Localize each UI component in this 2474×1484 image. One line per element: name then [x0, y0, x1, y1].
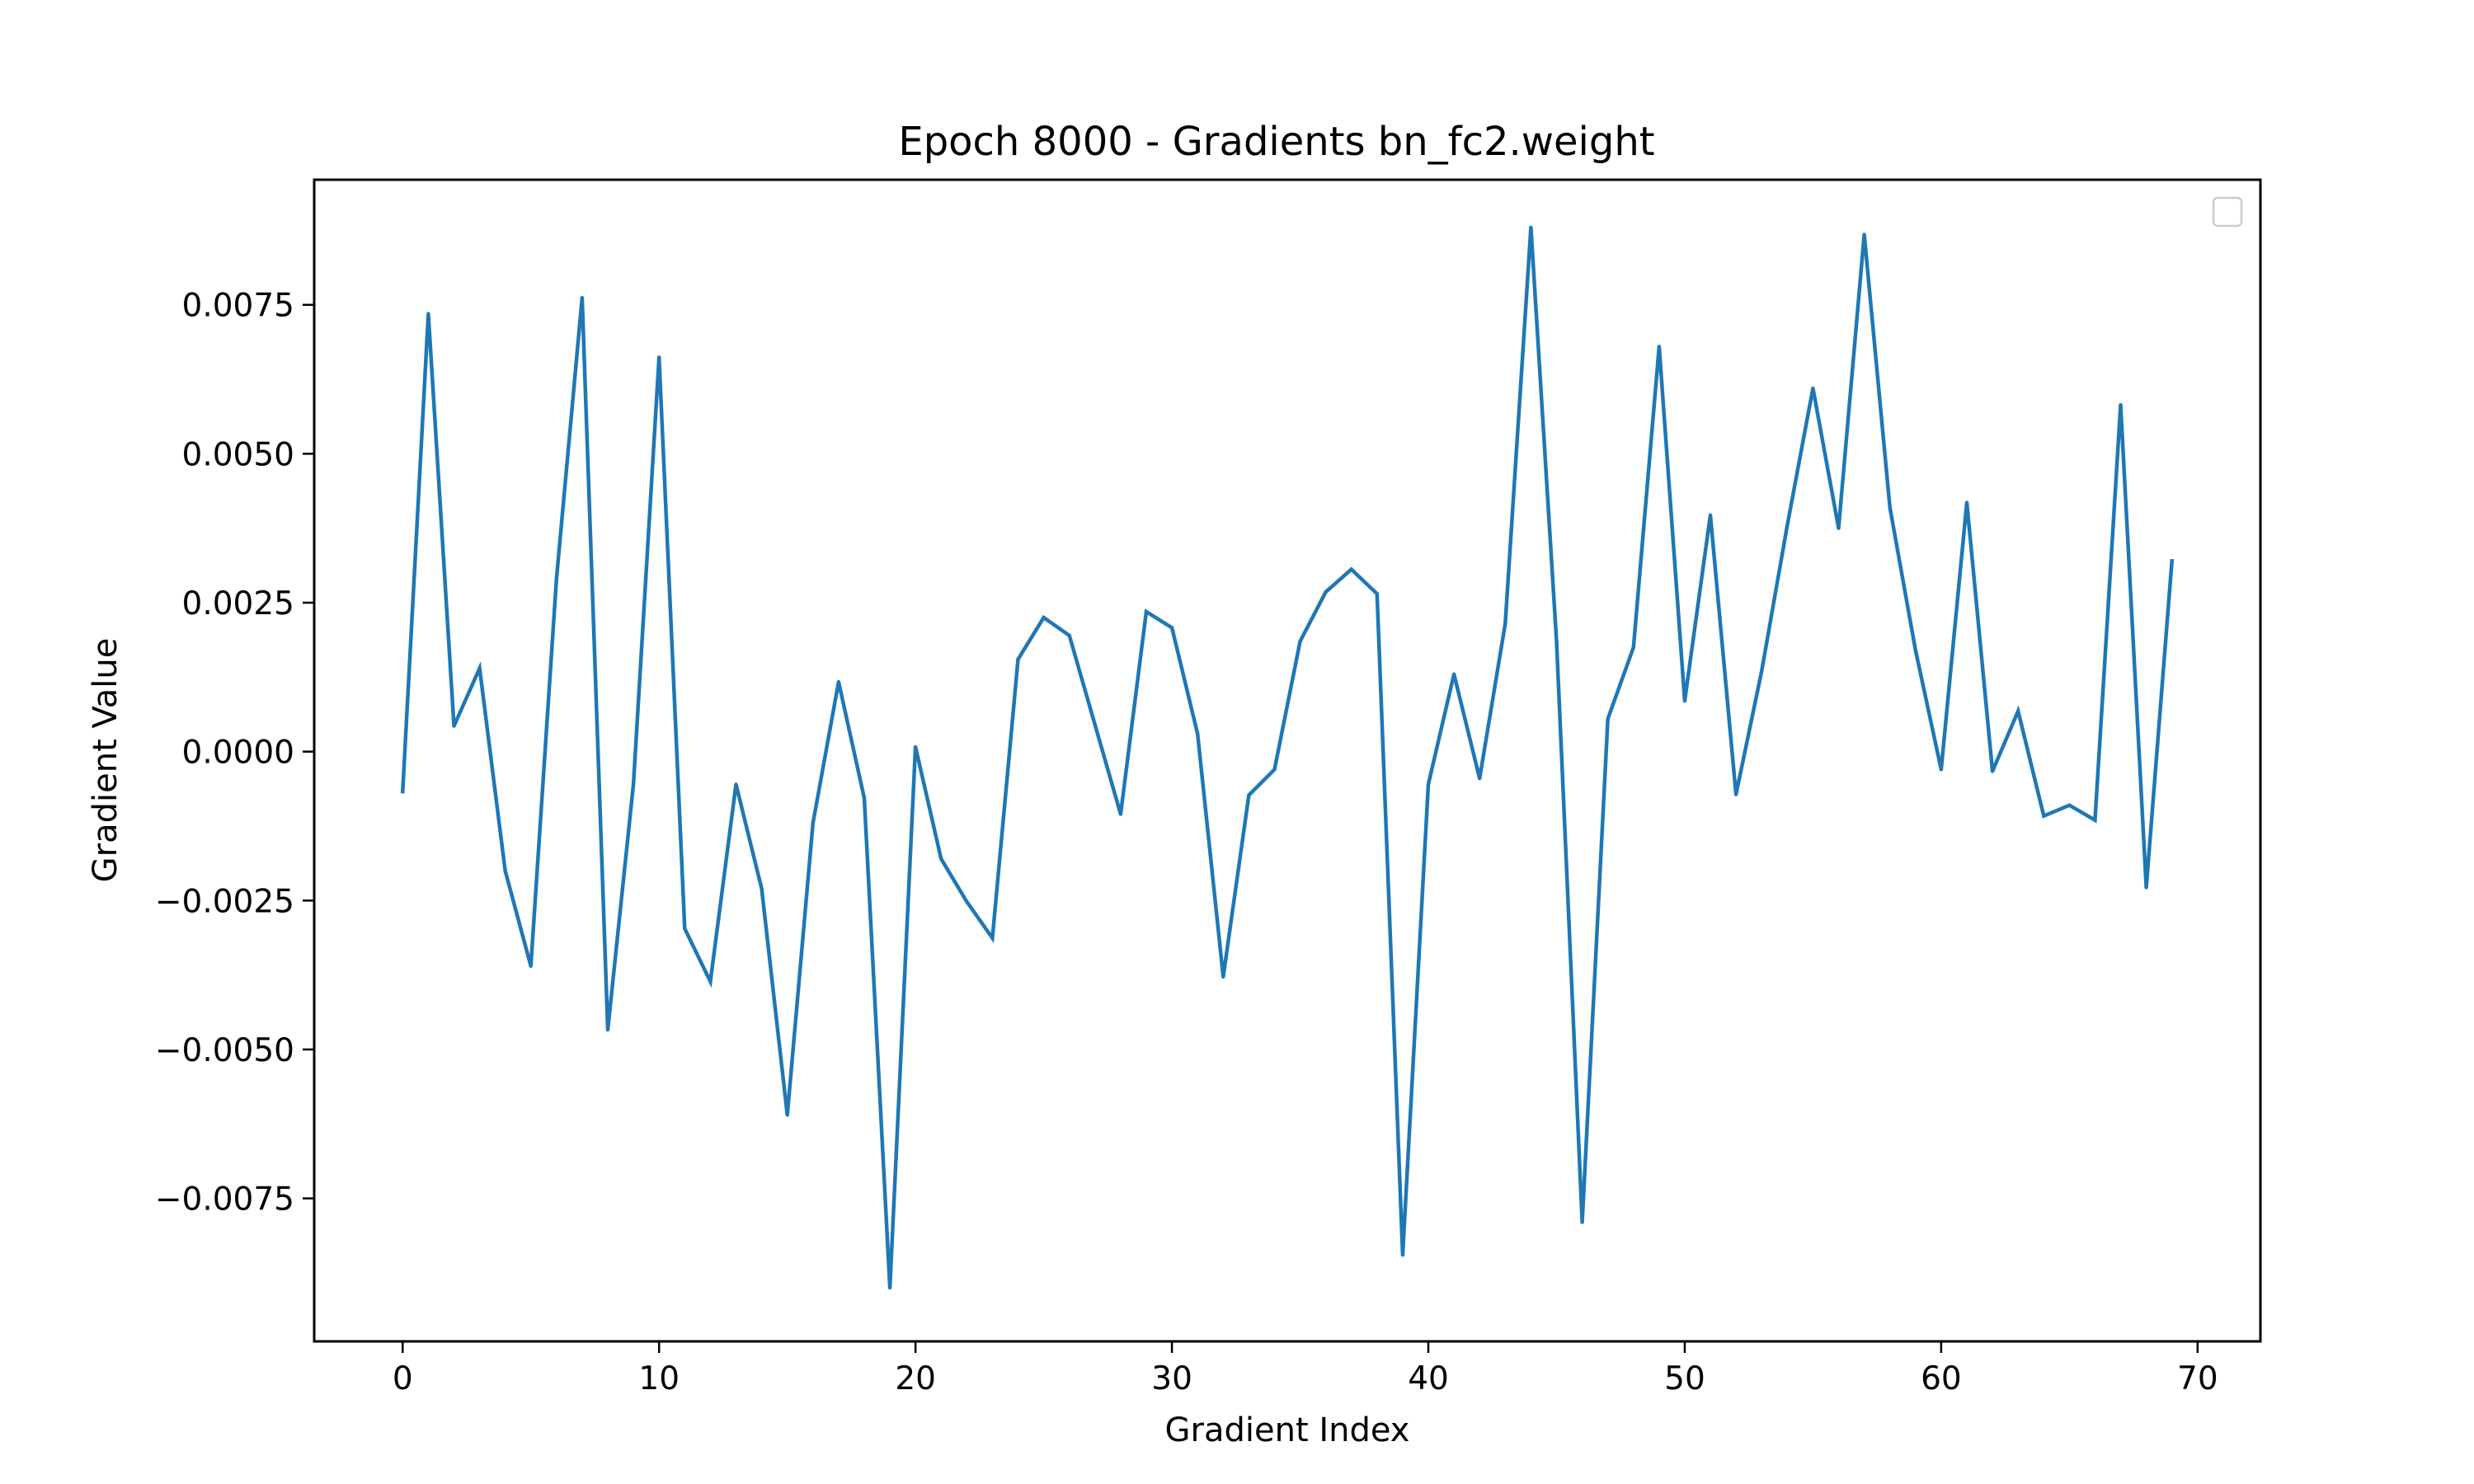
- data-point: [1067, 633, 1071, 637]
- data-point: [1375, 592, 1380, 596]
- data-point: [2144, 885, 2148, 890]
- data-point: [887, 1285, 892, 1290]
- data-point: [913, 744, 918, 749]
- data-point: [862, 796, 867, 801]
- data-point: [2042, 814, 2046, 818]
- x-tick-label: 0: [393, 1360, 413, 1397]
- data-point: [605, 1027, 610, 1032]
- data-point: [1144, 609, 1149, 614]
- data-point: [1631, 646, 1636, 650]
- x-axis-label: Gradient Index: [1165, 1411, 1410, 1449]
- y-axis: −0.0075 −0.0050 −0.0025 0.0000 0.0025 0.0050 0…: [155, 288, 314, 1219]
- data-point: [1811, 386, 1815, 391]
- data-point: [1785, 523, 1790, 528]
- data-point: [1042, 615, 1046, 620]
- data-point: [503, 869, 507, 873]
- data-point: [734, 782, 738, 787]
- data-point: [1708, 513, 1713, 517]
- data-point: [1503, 622, 1507, 626]
- data-point: [1733, 792, 1738, 796]
- y-tick-label: 0.0050: [182, 436, 294, 473]
- data-point: [426, 312, 430, 316]
- data-point: [2067, 803, 2072, 807]
- data-point: [1606, 716, 1610, 721]
- data-point: [708, 979, 713, 984]
- data-point: [1196, 731, 1200, 736]
- data-point: [1939, 768, 1944, 772]
- data-point: [1349, 567, 1353, 571]
- data-point: [1016, 657, 1020, 661]
- data-point: [939, 857, 943, 861]
- data-point: [1862, 232, 1866, 237]
- x-tick-label: 40: [1408, 1360, 1449, 1397]
- data-point: [631, 782, 636, 787]
- y-axis-label: Gradient Value: [87, 638, 125, 883]
- data-point: [477, 666, 482, 670]
- data-point: [990, 936, 995, 941]
- plot-area: [400, 225, 2175, 1290]
- data-point: [1913, 648, 1917, 652]
- data-point: [1093, 722, 1098, 727]
- data-point: [2016, 709, 2020, 713]
- data-point: [657, 355, 661, 359]
- x-tick-label: 70: [2177, 1360, 2218, 1397]
- data-point: [1682, 699, 1687, 703]
- legend-box: [2212, 196, 2243, 228]
- x-tick-label: 20: [895, 1360, 936, 1397]
- data-point: [1837, 526, 1841, 530]
- data-point: [1657, 345, 1662, 349]
- x-axis: 0 10 20 30 40 50 60 70: [393, 1341, 2218, 1397]
- data-point: [1324, 589, 1328, 594]
- data-point: [580, 295, 585, 300]
- data-point: [1478, 777, 1482, 781]
- data-point: [2093, 818, 2097, 822]
- data-point: [2170, 559, 2174, 563]
- data-point: [1298, 639, 1302, 644]
- data-point: [1760, 669, 1764, 674]
- axes-frame: [313, 178, 2262, 1343]
- y-tick-label: −0.0050: [155, 1032, 294, 1069]
- x-tick-label: 30: [1151, 1360, 1192, 1397]
- data-point: [452, 724, 456, 728]
- y-tick-label: 0.0025: [182, 585, 294, 622]
- x-tick-label: 60: [1921, 1360, 1962, 1397]
- data-point: [554, 576, 558, 581]
- x-tick-label: 50: [1664, 1360, 1705, 1397]
- x-tick-label: 10: [638, 1360, 680, 1397]
- data-point: [760, 886, 764, 891]
- data-point: [683, 927, 687, 931]
- data-point: [1221, 974, 1225, 979]
- data-point: [2119, 402, 2123, 407]
- data-point: [1888, 505, 1892, 510]
- data-point: [1247, 793, 1251, 797]
- chart-title: Epoch 8000 - Gradients bn_fc2.weight: [898, 119, 1654, 165]
- y-tick-label: 0.0075: [182, 288, 294, 325]
- data-point: [1426, 782, 1431, 787]
- series-line: [400, 227, 2175, 1289]
- data-point: [1580, 1220, 1584, 1224]
- data-point: [1554, 639, 1559, 644]
- data-point: [401, 789, 405, 794]
- data-point: [1451, 672, 1456, 676]
- data-point: [1990, 769, 1995, 773]
- data-point: [785, 1113, 789, 1117]
- data-point: [965, 899, 969, 904]
- data-point: [529, 964, 533, 969]
- data-point: [1169, 626, 1174, 630]
- data-point: [1529, 225, 1533, 229]
- data-point: [1400, 1253, 1405, 1257]
- data-point: [1272, 768, 1277, 772]
- y-tick-label: −0.0075: [155, 1181, 294, 1219]
- data-point: [811, 821, 815, 825]
- data-point: [1118, 812, 1123, 816]
- data-point: [1964, 500, 1969, 505]
- y-tick-label: −0.0025: [155, 883, 294, 920]
- data-point: [836, 679, 841, 684]
- y-tick-label: 0.0000: [182, 735, 294, 772]
